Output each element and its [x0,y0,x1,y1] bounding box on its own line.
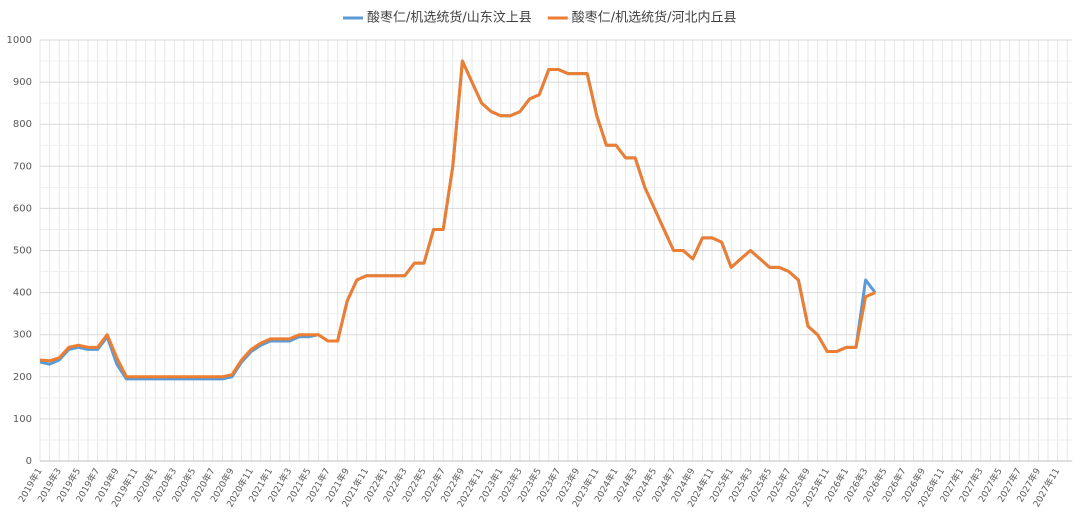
legend-label: 酸枣仁/机选统货/河北内丘县 [572,10,737,26]
y-tick-label: 200 [13,372,32,383]
y-tick-label: 300 [13,330,32,341]
y-tick-label: 500 [13,246,32,257]
y-tick-label: 900 [13,77,32,88]
y-tick-label: 800 [13,119,32,130]
legend: 酸枣仁/机选统货/山东汶上县 酸枣仁/机选统货/河北内丘县 [343,10,737,26]
y-tick-label: 700 [13,161,32,172]
y-tick-label: 400 [13,288,32,299]
series-line [39,59,876,379]
y-tick-label: 0 [26,456,32,467]
y-tick-label: 100 [13,414,32,425]
legend-label: 酸枣仁/机选统货/山东汶上县 [367,10,532,26]
y-tick-label: 600 [13,203,32,214]
y-tick-label: 1000 [7,35,32,46]
